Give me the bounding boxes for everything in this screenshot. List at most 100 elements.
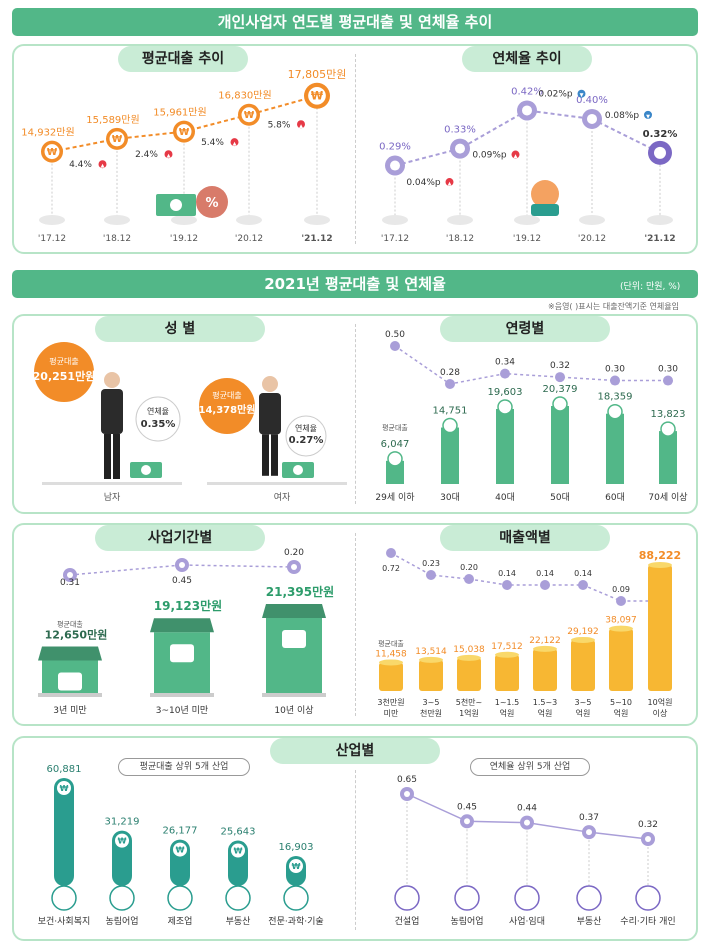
industry-loan-category: 보건·사회복지 <box>38 916 91 927</box>
sales-loan-label: 평균대출 <box>378 639 404 648</box>
industry-rate-value: 0.45 <box>457 802 477 812</box>
loan-trend-point-symbol: ₩ <box>47 147 58 158</box>
period-loan-label: 평균대출 <box>57 619 83 628</box>
industry-loan-value: 31,219 <box>105 817 140 828</box>
industry-category-icon <box>283 885 309 911</box>
change-up-icon <box>230 138 239 147</box>
period-store-floor <box>262 693 326 697</box>
industry-category-icon <box>109 885 135 911</box>
coin-top-icon <box>419 656 443 663</box>
industry-category-icon <box>225 885 251 911</box>
male-rate-label: 연체율 <box>147 406 169 416</box>
male-money-icon-coin <box>141 465 151 475</box>
delinq-trend-chart: '17.12 '18.12 '19.12 '20.12 '21.12 0.29% 0.33%… <box>379 86 677 244</box>
shading-note: ※음영( )표시는 대출잔액기준 연체율임 <box>548 302 679 311</box>
change-up-arrow: ▲ <box>167 153 171 159</box>
sales-loan-value: 88,222 <box>639 549 681 562</box>
industry-rate-value: 0.37 <box>579 813 599 823</box>
sales-coin-stack <box>609 628 633 691</box>
money-bag-icon <box>196 186 228 218</box>
industry-category-icon <box>51 885 77 911</box>
period-title: 사업기간별 <box>95 525 265 551</box>
rate-trend-line <box>394 109 661 167</box>
industry-loan-chart: ₩60,881 보건·사회복지 ₩31,219 농림어업 ₩26,177 제조업 ₩25,6… <box>38 764 324 927</box>
period-rate-line <box>69 564 295 576</box>
age-category: 70세 이상 <box>648 492 687 503</box>
loan-trend-point-symbol: ₩ <box>244 110 255 121</box>
delinq-trend-title: 연체율 추이 <box>462 46 592 72</box>
age-loan-bar <box>441 427 459 484</box>
sales-category-line1: 10억원 <box>648 697 673 707</box>
sales-chart: 0.720.230.200.140.140.140.090.09평균대출11,4… <box>375 548 681 718</box>
age-rate-value: 0.30 <box>658 365 678 375</box>
sales-category-line2: 억원 <box>576 708 591 718</box>
rate-trend-tick: '18.12 <box>446 234 474 244</box>
period-loan-value: 19,123만원 <box>154 598 222 613</box>
loan-trend-point-symbol: ₩ <box>311 90 324 103</box>
female-figure-leg <box>271 434 278 476</box>
age-loan-value: 19,603 <box>488 387 523 398</box>
industry-divider <box>355 770 356 930</box>
age-loan-bar <box>659 431 677 484</box>
female-loan-value: 14,378만원 <box>199 403 256 416</box>
change-up-arrow: ▲ <box>448 181 452 187</box>
age-category: 50대 <box>550 492 570 503</box>
age-loan-bar <box>606 413 624 484</box>
loan-trend-chart: '17.12 '18.12 '19.12 '20.12 '21.12 ₩14,932만원 ₩… <box>21 68 347 244</box>
female-rate-label: 연체율 <box>295 423 317 433</box>
change-up-icon <box>164 150 173 159</box>
industry-category-icon <box>576 885 602 911</box>
sales-loan-value: 13,514 <box>415 647 447 657</box>
loan-trend-point-inner <box>176 124 192 140</box>
age-loan-bar <box>386 460 404 484</box>
gender-age-divider <box>355 324 356 504</box>
loan-trend-value: 17,805만원 <box>288 68 347 81</box>
male-figure-body <box>101 389 123 434</box>
loan-trend-tick: '20.12 <box>235 234 263 244</box>
loan-trend-value: 15,961만원 <box>153 107 206 119</box>
industry-coin-icon <box>57 781 71 795</box>
main-title: 개인사업자 연도별 평균대출 및 연체율 추이 <box>12 8 698 36</box>
industry-rate-value: 0.44 <box>517 804 537 814</box>
industry-coin-icon <box>231 843 245 858</box>
male-figure-leg <box>104 434 111 479</box>
sales-rate-point <box>502 580 512 590</box>
rate-trend-tick: '21.12 <box>644 234 675 244</box>
sales-rate-value: 0.72 <box>382 564 400 573</box>
age-loan-label: 평균대출 <box>382 423 408 432</box>
industry-category-icon <box>167 885 193 911</box>
period-category: 3년 미만 <box>53 705 86 716</box>
male-figure-head <box>104 372 120 388</box>
sales-loan-value: 38,097 <box>605 616 637 626</box>
age-loan-value: 20,379 <box>543 384 578 395</box>
loan-trend-base <box>39 215 65 225</box>
female-loan-label: 평균대출 <box>212 390 241 400</box>
period-store-floor <box>38 693 102 697</box>
money-bag-percent: % <box>205 196 218 211</box>
change-up-icon <box>511 150 520 159</box>
male-label: 남자 <box>104 492 121 503</box>
sales-category-line1: 5천만~ <box>456 697 483 707</box>
industry-coin-symbol: ₩ <box>234 847 243 856</box>
sales-coin-stack <box>571 639 595 691</box>
loan-trend-point-symbol: ₩ <box>112 134 123 145</box>
trend-divider <box>355 54 356 244</box>
sales-category-line1: 1.5~3 <box>533 698 558 707</box>
sales-rate-point <box>464 574 474 584</box>
industry-loan-value: 25,643 <box>221 827 256 838</box>
loan-trend-value: 16,830만원 <box>218 90 271 102</box>
sales-coin-stack <box>457 657 481 691</box>
sales-title: 매출액별 <box>440 525 610 551</box>
female-loan-bubble <box>199 378 255 434</box>
rate-trend-point-inner <box>522 105 532 116</box>
change-down-icon <box>644 110 652 119</box>
period-loan-value: 21,395만원 <box>266 584 334 599</box>
loan-trend-growth: 5.8% <box>268 120 291 130</box>
sales-category-line1: 3천만원 <box>377 697 404 707</box>
age-rate-point <box>390 341 400 351</box>
period-rate-inner <box>67 572 73 578</box>
female-figure-leg <box>262 434 269 476</box>
period-chart: 0.31 0.45 0.20 12,650만원 3년 미만 19,123만원 3~10년 미… <box>38 548 334 716</box>
loan-trend-base <box>171 215 197 225</box>
change-up-arrow: ▲ <box>514 154 518 160</box>
